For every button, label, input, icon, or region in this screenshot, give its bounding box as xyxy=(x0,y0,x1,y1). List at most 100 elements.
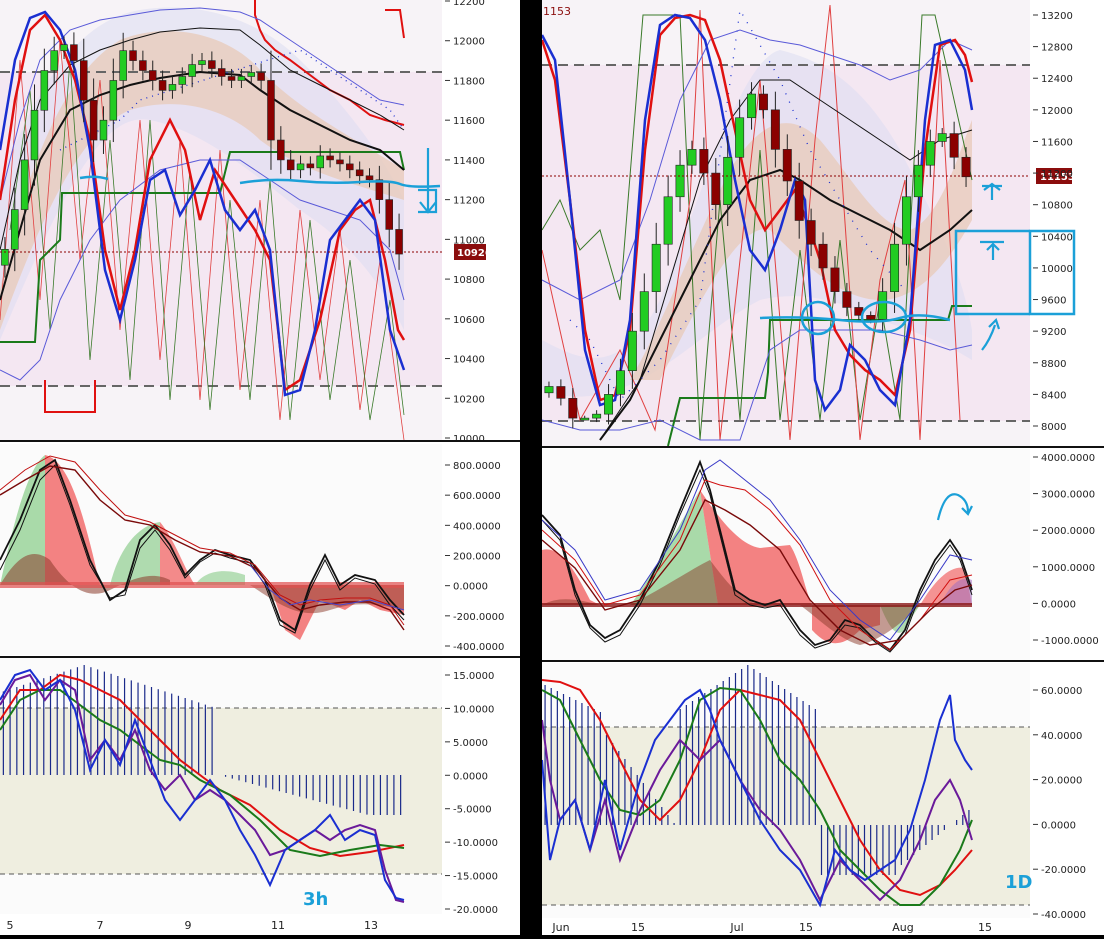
left-price-tick-label: 11800 xyxy=(453,76,485,87)
left-x-tick-label: 13 xyxy=(364,919,378,932)
right-x-tick-label: Jun xyxy=(551,921,569,934)
left-candle-bull xyxy=(1,248,9,266)
right-price-tick-label: 11200 xyxy=(1041,169,1073,180)
right-price-tick-label: 8800 xyxy=(1041,359,1066,370)
left-candle-bull xyxy=(178,76,187,85)
right-macd-tick-label: 3000.0000 xyxy=(1041,490,1095,501)
right-candle-bear xyxy=(782,149,792,182)
left-candle-bear xyxy=(129,50,137,61)
right-candle-bull xyxy=(687,149,697,166)
right-macd-tick-label: 0.0000 xyxy=(1041,599,1076,610)
right-candle-bull xyxy=(615,370,625,395)
left-osc-tick-label: 15.0000 xyxy=(453,671,494,682)
right-candle-bull xyxy=(639,291,649,332)
left-candle-bull xyxy=(188,64,196,77)
right-osc-tick-label: 60.0000 xyxy=(1041,686,1082,697)
left-osc-blue xyxy=(0,668,405,901)
left-osc-purple xyxy=(0,673,405,903)
right-osc-tick-label: -20.0000 xyxy=(1041,865,1086,876)
left-candle-bull xyxy=(316,155,324,169)
right-macd-tick-label: 2000.0000 xyxy=(1041,526,1095,537)
left-macd-green-area-3 xyxy=(195,571,245,585)
left-annot-short-mark xyxy=(79,175,109,181)
right-candle-bull xyxy=(675,164,685,198)
left-candle-bear xyxy=(257,72,265,81)
right-annot-arrow-up-2 xyxy=(980,240,1004,260)
left-macd-panel: 800.0000 600.0000 400.0000 200.0000 0.0000 -2… xyxy=(0,444,520,658)
right-candle-bear xyxy=(830,267,840,292)
left-baseline xyxy=(0,151,405,343)
left-macd-axis: 800.0000 600.0000 400.0000 200.0000 0.0000 -2… xyxy=(445,461,504,653)
right-macd-line-2 xyxy=(542,468,973,653)
left-price-tick-label: 10400 xyxy=(453,355,485,366)
left-candle-bear xyxy=(365,175,374,181)
right-osc-panel: 60.0000 40.0000 20.0000 0.0000 -20.0000 -40.0… xyxy=(542,663,1086,934)
left-candle-bear xyxy=(346,163,354,171)
right-price-tick-label: 10800 xyxy=(1041,201,1073,212)
left-macd-line-1 xyxy=(0,458,405,632)
right-candle-bull xyxy=(651,243,661,292)
left-candle-bull xyxy=(11,209,19,250)
left-x-tick-label: 11 xyxy=(271,919,285,932)
right-candle-bull xyxy=(544,386,554,394)
right-candle-bear xyxy=(770,109,780,150)
left-osc-tick-label: 0.0000 xyxy=(453,771,488,782)
left-candle-bull xyxy=(50,50,58,71)
left-candle-bull xyxy=(237,76,246,81)
left-macd-signal-dark xyxy=(0,465,405,631)
right-osc-tick-label: -40.0000 xyxy=(1041,910,1086,921)
right-price-tag xyxy=(1036,168,1072,184)
right-price-tick-label: 12400 xyxy=(1041,74,1073,85)
left-osc-tick-label: -20.0000 xyxy=(453,905,498,916)
right-osc-tick-label: 40.0000 xyxy=(1041,731,1082,742)
right-annot-arc xyxy=(936,493,973,521)
right-candle-bull xyxy=(723,156,733,205)
right-candle-bear xyxy=(699,149,709,174)
right-candle-bull xyxy=(580,417,590,421)
right-candle-bear xyxy=(818,243,828,269)
left-candle-bull xyxy=(119,50,127,81)
right-candle-bull xyxy=(627,330,637,371)
right-price-tick-label: 10400 xyxy=(1041,232,1073,243)
right-x-tick-label: 15 xyxy=(799,921,813,934)
right-candle-bear xyxy=(758,93,768,111)
left-candles xyxy=(1,32,403,278)
left-osc-tick-label: 10.0000 xyxy=(453,704,494,715)
left-ema-cloud xyxy=(0,31,404,330)
left-x-tick-label: 9 xyxy=(185,919,192,932)
right-candle-bear xyxy=(842,291,852,308)
right-candle-bull xyxy=(663,196,673,245)
left-osc-tick-label: -15.0000 xyxy=(453,872,498,883)
right-candle-bull xyxy=(735,117,745,158)
left-price-tick-label: 11400 xyxy=(453,156,485,167)
left-candle-bear xyxy=(355,169,364,177)
right-osc-green xyxy=(542,686,973,906)
right-x-tick-label: Jul xyxy=(729,921,743,934)
right-macd-line-1 xyxy=(542,459,973,652)
right-ema-cloud xyxy=(630,120,972,380)
right-osc-band xyxy=(542,727,1030,905)
right-price-tick-label: 11600 xyxy=(1041,137,1073,148)
left-red-bars xyxy=(44,380,96,413)
right-candle-bull xyxy=(925,141,935,166)
left-price-tag xyxy=(454,244,486,260)
left-x-tick-label: 7 xyxy=(97,919,104,932)
left-macd-tick-label: -400.0000 xyxy=(453,642,504,653)
right-macd-signal-dark xyxy=(542,499,973,646)
right-x-tick-label: 15 xyxy=(631,921,645,934)
left-candle-bear xyxy=(375,179,384,200)
left-candle-bull xyxy=(99,119,108,141)
left-candle-bull xyxy=(296,163,305,171)
right-macd-red-area-2 xyxy=(700,490,812,605)
left-zigzag-green xyxy=(9,59,405,421)
left-macd-tick-label: 400.0000 xyxy=(453,521,501,532)
left-macd-tick-label: -200.0000 xyxy=(453,612,504,623)
left-osc-red xyxy=(0,673,405,858)
right-macd-brown-area xyxy=(542,560,760,605)
left-candle-bull xyxy=(20,159,29,210)
right-candle-bear xyxy=(806,220,816,245)
left-x-tick-label: 5 xyxy=(7,919,14,932)
right-zigzag-green xyxy=(542,14,973,441)
left-x-axis: 5 7 9 11 13 xyxy=(7,919,379,932)
